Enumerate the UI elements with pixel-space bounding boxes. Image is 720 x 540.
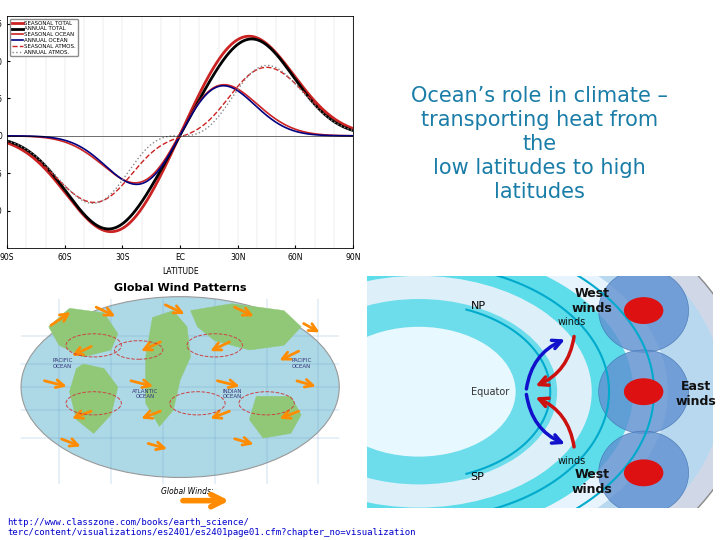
Ellipse shape [598,431,688,515]
Text: NP: NP [471,301,486,311]
Text: ATLANTIC
OCEAN: ATLANTIC OCEAN [132,389,158,400]
Polygon shape [49,308,118,357]
Text: winds: winds [557,317,585,327]
Polygon shape [145,310,191,427]
Circle shape [246,276,592,508]
Text: INDIAN
OCEAN: INDIAN OCEAN [222,389,242,400]
Circle shape [281,299,557,484]
Text: Global Wind Patterns: Global Wind Patterns [114,283,246,293]
Circle shape [204,248,634,536]
Text: Global Winds:: Global Winds: [161,487,213,496]
Circle shape [624,298,662,323]
Circle shape [624,460,662,485]
Ellipse shape [21,296,339,477]
Text: PACIFIC
OCEAN: PACIFIC OCEAN [53,359,73,369]
Circle shape [322,327,516,457]
Polygon shape [191,303,301,350]
Legend: SEASONAL TOTAL, ANNUAL TOTAL, SEASONAL OCEAN, ANNUAL OCEAN, SEASONAL ATMOS., ANN: SEASONAL TOTAL, ANNUAL TOTAL, SEASONAL O… [10,19,78,57]
Circle shape [114,188,720,540]
Text: West
winds: West winds [572,468,612,496]
Text: Equator: Equator [471,387,509,397]
Circle shape [624,379,662,404]
Circle shape [90,172,720,540]
Text: PACIFIC
OCEAN: PACIFIC OCEAN [291,359,311,369]
Polygon shape [69,364,118,434]
Text: West
winds: West winds [572,287,612,315]
Ellipse shape [598,269,688,352]
Ellipse shape [598,350,688,434]
X-axis label: LATITUDE: LATITUDE [162,267,199,276]
Text: winds: winds [557,456,585,466]
Text: East
winds: East winds [675,380,716,408]
Circle shape [170,225,668,540]
Text: SP: SP [471,472,485,482]
Text: Ocean’s role in climate –
transporting heat from
the
low latitudes to high
latit: Ocean’s role in climate – transporting h… [411,86,668,202]
Polygon shape [249,396,301,438]
Text: http://www.classzone.com/books/earth_science/
terc/content/visualizations/es2401: http://www.classzone.com/books/earth_sci… [7,518,415,537]
